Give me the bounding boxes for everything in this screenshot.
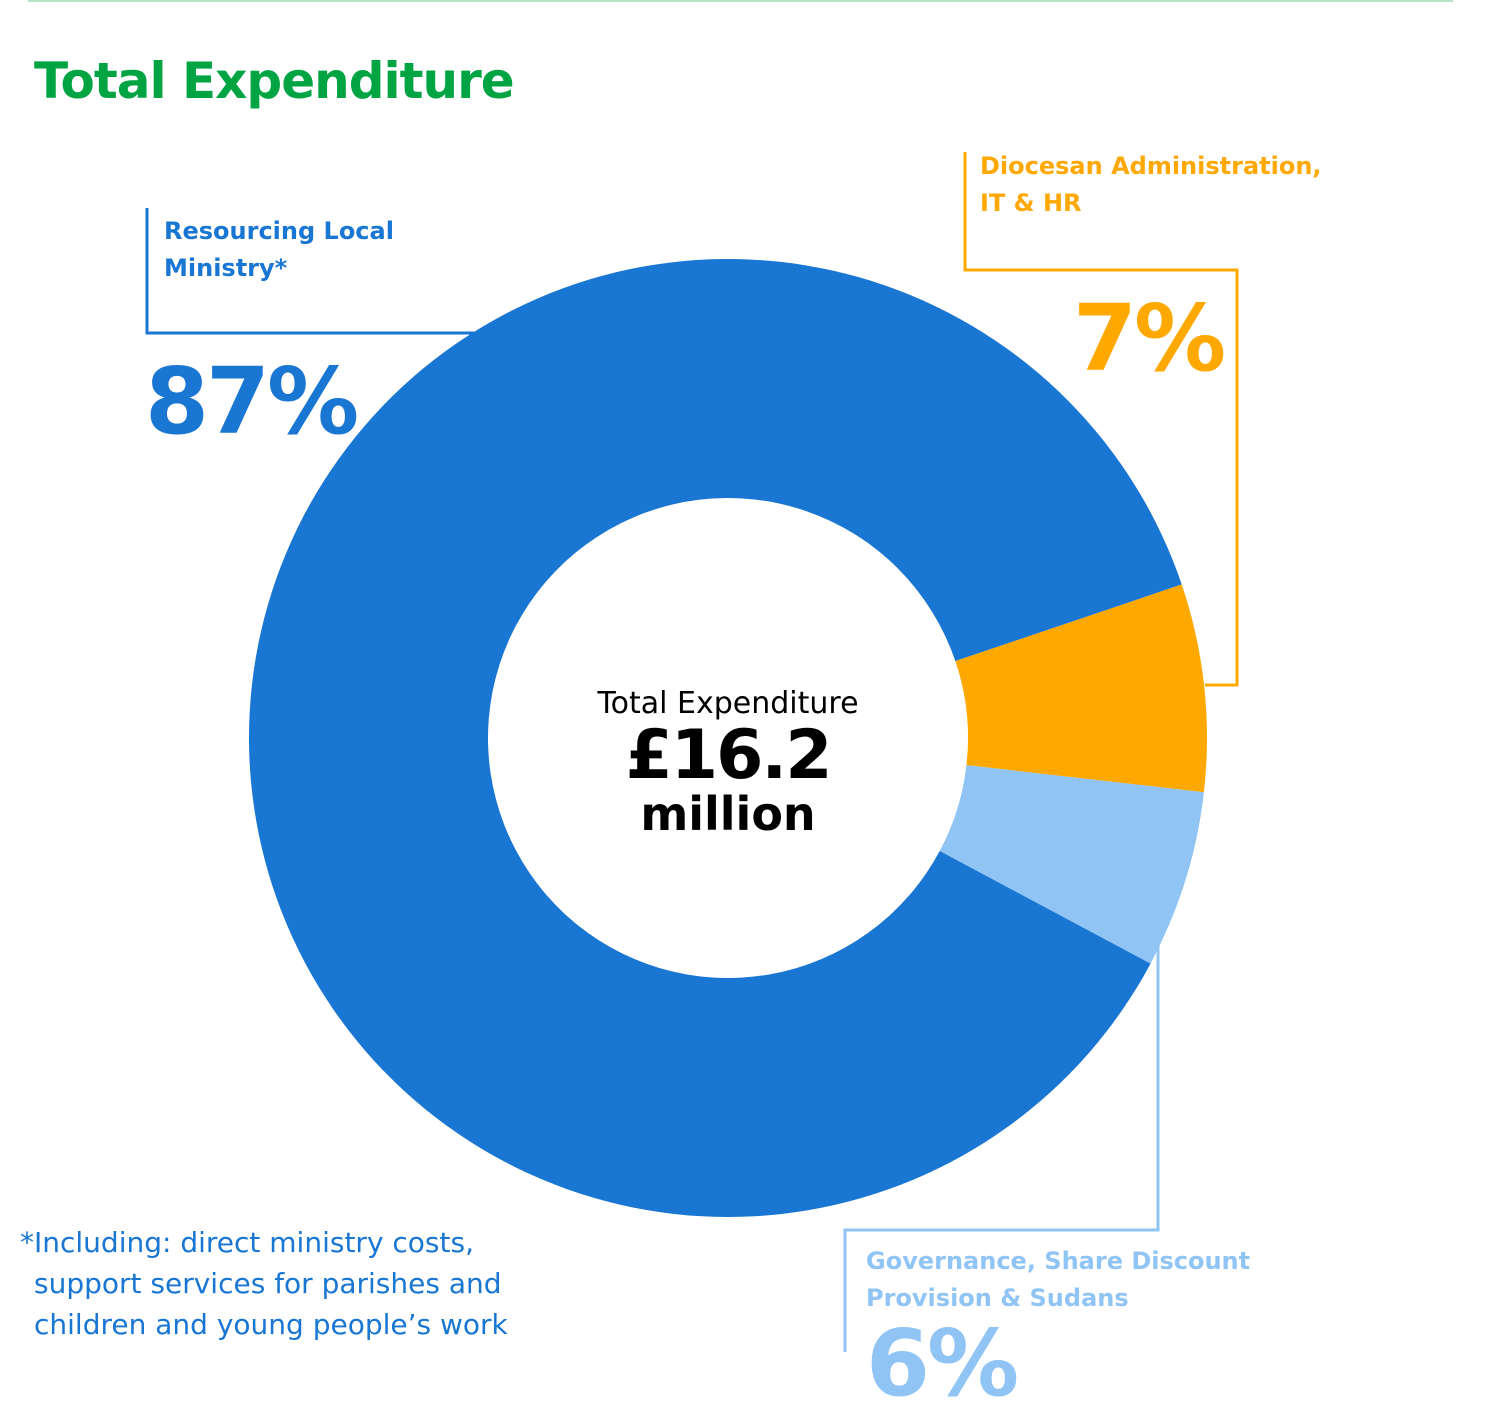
slice-label-governance: Governance, Share Discount Provision & S… [866, 1243, 1250, 1317]
leader-line-local-ministry [145, 208, 482, 335]
footnote-line: support services for parishes and [34, 1267, 502, 1300]
footnote: *Including: direct ministry costs, suppo… [20, 1222, 508, 1345]
slice-label-local-ministry: Resourcing Local Ministry* [164, 213, 394, 287]
page-title: Total Expenditure [34, 52, 515, 110]
center-unit: million [640, 787, 816, 841]
label-line: Provision & Sudans [866, 1284, 1129, 1312]
label-line: Ministry* [164, 254, 288, 282]
label-line: Governance, Share Discount [866, 1247, 1251, 1275]
center-amount: £16.2 [625, 716, 832, 795]
value-label-admin: 7% [1073, 285, 1226, 392]
value-label-local-ministry: 87% [145, 348, 359, 455]
center-label: Total Expenditure [597, 686, 859, 721]
label-line: Resourcing Local [164, 217, 394, 245]
slice-label-admin: Diocesan Administration, IT & HR [980, 148, 1322, 222]
value-label-governance: 6% [866, 1310, 1019, 1417]
leader-line-admin [963, 152, 1239, 687]
label-line: IT & HR [980, 189, 1082, 217]
donut-center: Total Expenditure £16.2 million [528, 686, 928, 837]
label-line: Diocesan Administration, [980, 152, 1322, 180]
slice-local-ministry [249, 258, 1182, 1217]
footnote-line: *Including: direct ministry costs, [20, 1226, 474, 1259]
footnote-line: children and young people’s work [34, 1308, 508, 1341]
slice-governance [939, 765, 1204, 964]
slice-admin [955, 584, 1207, 793]
leader-line-governance [843, 945, 1160, 1352]
top-divider [28, 0, 1453, 2]
